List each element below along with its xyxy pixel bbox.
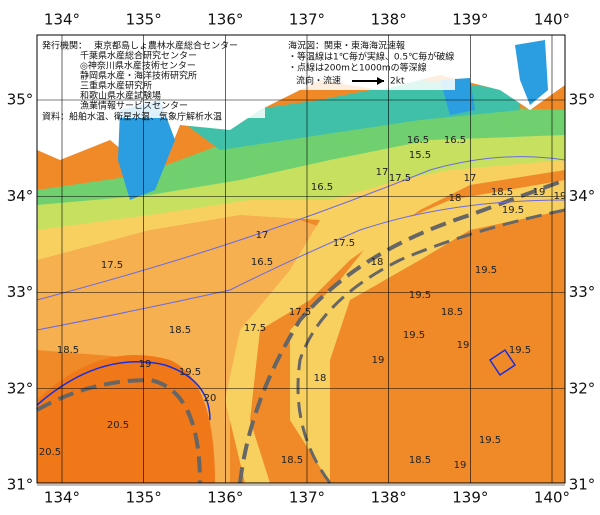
lon-label: 140° <box>534 489 570 507</box>
lon-label: 139° <box>452 489 488 507</box>
note: ・点線は200mと1000mの等深線 <box>288 62 427 74</box>
lat-label: 34° <box>7 187 34 205</box>
lon-label: 138° <box>371 11 407 29</box>
contour-label: 20.5 <box>39 447 61 458</box>
issuer: 東京都島しょ農林水産総合センター <box>94 40 238 52</box>
contour-label: 18 <box>371 257 384 268</box>
lat-label: 32° <box>569 379 596 397</box>
contour-label: 15.5 <box>409 150 431 161</box>
contour-label: 17.5 <box>389 173 411 184</box>
contour-label: 19 <box>372 355 385 366</box>
lon-label: 135° <box>126 489 162 507</box>
issuer-label: 発行機関： <box>42 40 87 52</box>
contour-label: 16.5 <box>251 257 273 268</box>
lon-label: 138° <box>371 489 407 507</box>
lon-label: 139° <box>452 11 488 29</box>
contour-label: 18.5 <box>281 455 303 466</box>
contour-label: 19.5 <box>509 345 531 356</box>
lat-label: 34° <box>569 187 596 205</box>
contour-label: 19 <box>533 187 546 198</box>
contour-label: 19.5 <box>475 265 497 276</box>
contour-label: 16.5 <box>407 135 429 146</box>
contour-label: 19 <box>454 460 467 471</box>
contour-label: 19 <box>457 340 470 351</box>
contour-label: 16.5 <box>311 182 333 193</box>
contour-label: 16.5 <box>444 135 466 146</box>
lon-label: 135° <box>126 11 162 29</box>
source: 資料：船舶水温、衛星水温、気象庁解析水温 <box>42 111 222 123</box>
lon-label: 134° <box>44 11 80 29</box>
contour-label: 17.5 <box>244 323 266 334</box>
lat-label: 33° <box>569 283 596 301</box>
contour-label: 19.5 <box>479 435 501 446</box>
issuer: 静岡県水産・海洋技術研究所 <box>80 70 197 82</box>
lat-label: 31° <box>569 476 596 494</box>
lon-label: 137° <box>289 11 325 29</box>
contour-label: 18.5 <box>409 455 431 466</box>
legend-arrowhead <box>377 77 384 85</box>
legend-unit: 2kt <box>390 77 405 87</box>
lon-label: 134° <box>44 489 80 507</box>
lat-label: 35° <box>569 91 596 109</box>
contour-label: 19.5 <box>179 367 201 378</box>
contour-label: 18 <box>314 373 327 384</box>
issuer: 千葉県水産総合研究センター <box>80 50 197 62</box>
lat-label: 31° <box>7 476 34 494</box>
contour-label: 19.5 <box>409 290 431 301</box>
map-title: 海況図：関東・東海海況速報 <box>288 40 405 52</box>
lon-label: 136° <box>207 11 243 29</box>
contour-label: 20.5 <box>107 420 129 431</box>
contour-label: 19.5 <box>502 205 524 216</box>
lon-label: 136° <box>207 489 243 507</box>
lat-label: 32° <box>7 379 34 397</box>
contour-label: 18.5 <box>491 187 513 198</box>
issuer: 漁業情報サービスセンター <box>80 100 188 112</box>
map-fill <box>36 34 566 484</box>
note: ・等温線は1℃毎が実線、0.5℃毎が破線 <box>288 51 454 63</box>
contour-label: 17.5 <box>333 238 355 249</box>
contour-label: 19.5 <box>403 330 425 341</box>
info-box: 発行機関： 資料：船舶水温、衛星水温、気象庁解析水温 海況図：関東・東海海況速報… <box>40 38 455 123</box>
legend-label: 流向・流速 <box>296 75 341 87</box>
lat-label: 33° <box>7 283 34 301</box>
lon-label: 137° <box>289 489 325 507</box>
contour-label: 19 <box>554 191 567 202</box>
contour-label: 17 <box>376 167 389 178</box>
contour-label: 18.5 <box>57 345 79 356</box>
contour-label: 19 <box>139 359 152 370</box>
contour-label: 17 <box>256 230 269 241</box>
issuer: ◎神奈川県水産技術センター <box>80 60 196 72</box>
contour-label: 18.5 <box>169 325 191 336</box>
contour-label: 18.5 <box>441 307 463 318</box>
contour-label: 20 <box>204 393 217 404</box>
contour-label: 17.5 <box>289 307 311 318</box>
issuer: 三重県水産研究所 <box>80 80 152 92</box>
lon-label: 140° <box>534 11 570 29</box>
contour-label: 18 <box>449 193 462 204</box>
issuer: 和歌山県水産試験場 <box>80 90 161 102</box>
contour-label: 17 <box>464 173 477 184</box>
contour-label: 17.5 <box>101 260 123 271</box>
lat-label: 35° <box>7 91 34 109</box>
